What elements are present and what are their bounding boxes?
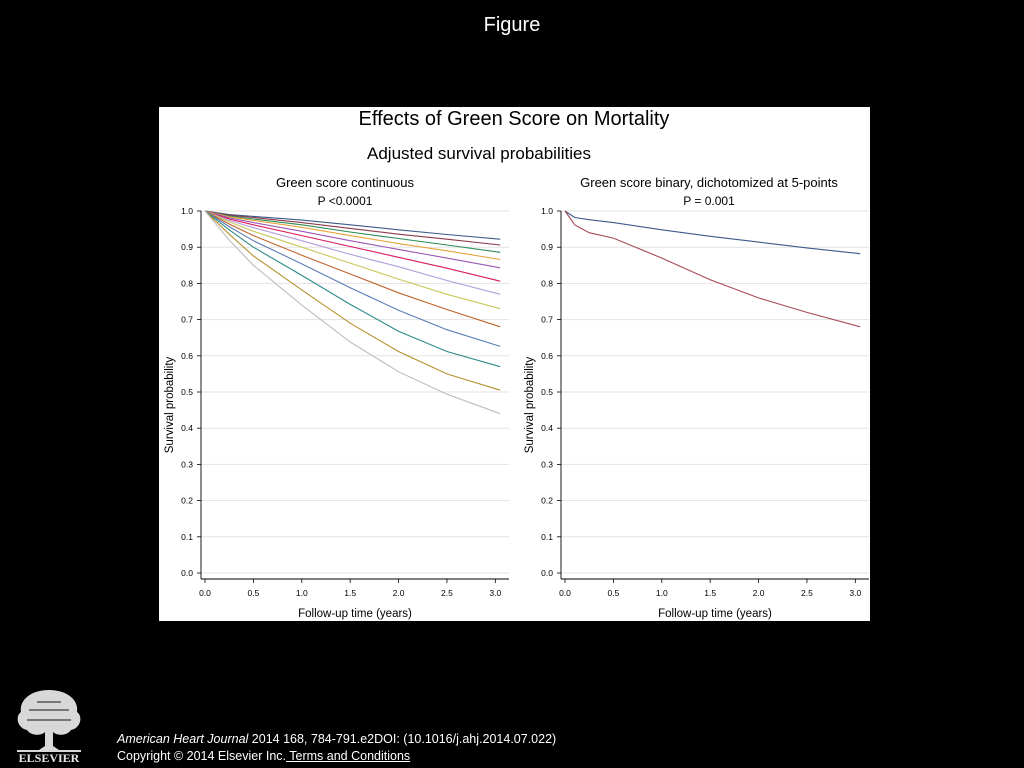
chart-panel-binary: Green score binary, dichotomized at 5-po…: [524, 175, 869, 620]
x-tick-label: 2.5: [801, 588, 813, 598]
svg-text:ELSEVIER: ELSEVIER: [19, 751, 80, 764]
x-axis-title: Follow-up time (years): [658, 608, 772, 620]
figure-subtitle: Adjusted survival probabilities: [367, 144, 591, 163]
chart-subtitle: P = 0.001: [683, 194, 735, 208]
copyright-text: Copyright © 2014 Elsevier Inc.: [117, 749, 287, 763]
y-axis-title: Survival probability: [524, 356, 536, 453]
y-tick-label: 0.9: [541, 242, 553, 252]
series-line-3: [204, 210, 501, 253]
y-tick-label: 0.6: [181, 351, 193, 361]
x-tick-label: 1.5: [704, 588, 716, 598]
x-tick-label: 1.5: [344, 588, 356, 598]
citation-line: American Heart Journal 2014 168, 784-791…: [117, 731, 556, 748]
y-tick-label: 0.4: [181, 423, 193, 433]
y-tick-label: 0.0: [541, 568, 553, 578]
y-tick-label: 0.5: [541, 387, 553, 397]
y-axis-title: Survival probability: [164, 356, 176, 453]
figure-panel: Effects of Green Score on Mortality Adju…: [159, 107, 870, 621]
y-tick-label: 0.0: [181, 568, 193, 578]
chart-title: Green score binary, dichotomized at 5-po…: [580, 175, 838, 190]
series-line-6: [204, 210, 501, 282]
series-line-2: [564, 210, 861, 328]
series-line-1: [204, 210, 501, 240]
chart-panel-continuous: Green score continuous P <0.0001 0.0 0.1 0.2…: [164, 175, 509, 620]
y-tick-label: 0.4: [541, 423, 553, 433]
y-tick-label: 0.2: [541, 496, 553, 506]
series-line-8: [204, 210, 501, 310]
citation-details: 2014 168, 784-791.e2DOI: (10.1016/j.ahj.…: [248, 732, 557, 746]
y-tick-label: 1.0: [541, 206, 553, 216]
x-tick-label: 1.0: [296, 588, 308, 598]
series-line-10: [204, 210, 501, 347]
series-line-13: [204, 210, 501, 415]
y-tick-label: 0.7: [181, 315, 193, 325]
x-tick-label: 0.5: [247, 588, 259, 598]
x-tick-label: 3.0: [849, 588, 861, 598]
y-tick-label: 0.5: [181, 387, 193, 397]
series-line-1: [564, 210, 861, 255]
x-tick-label: 0.5: [607, 588, 619, 598]
series-line-2: [204, 210, 501, 246]
x-axis-title: Follow-up time (years): [298, 608, 412, 620]
citation: American Heart Journal 2014 168, 784-791…: [117, 731, 556, 765]
y-tick-label: 0.1: [541, 532, 553, 542]
elsevier-logo: ELSEVIER: [9, 680, 89, 764]
series-line-11: [204, 210, 501, 368]
y-tick-label: 0.6: [541, 351, 553, 361]
y-tick-label: 0.9: [181, 242, 193, 252]
x-tick-label: 2.0: [393, 588, 405, 598]
series-line-9: [204, 210, 501, 328]
y-tick-label: 1.0: [181, 206, 193, 216]
x-tick-label: 2.0: [753, 588, 765, 598]
x-tick-label: 0.0: [199, 588, 211, 598]
figure-svg: Effects of Green Score on Mortality Adju…: [164, 108, 869, 620]
figure-title: Effects of Green Score on Mortality: [359, 108, 670, 130]
y-tick-label: 0.7: [541, 315, 553, 325]
x-tick-label: 0.0: [559, 588, 571, 598]
chart-subtitle: P <0.0001: [318, 194, 373, 208]
x-tick-label: 2.5: [441, 588, 453, 598]
terms-link[interactable]: Terms and Conditions: [286, 749, 411, 763]
copyright-line: Copyright © 2014 Elsevier Inc. Terms and…: [117, 748, 556, 765]
journal-name: American Heart Journal: [117, 732, 249, 746]
slide-title: Figure: [483, 14, 541, 36]
chart-title: Green score continuous: [276, 175, 415, 190]
series-line-12: [204, 210, 501, 391]
y-tick-label: 0.8: [181, 278, 193, 288]
y-tick-label: 0.3: [181, 459, 193, 469]
y-tick-label: 0.3: [541, 459, 553, 469]
x-tick-label: 3.0: [489, 588, 501, 598]
series-line-4: [204, 210, 501, 261]
series-line-7: [204, 210, 501, 295]
y-tick-label: 0.2: [181, 496, 193, 506]
y-tick-label: 0.8: [541, 278, 553, 288]
series-line-5: [204, 210, 501, 269]
y-tick-label: 0.1: [181, 532, 193, 542]
x-tick-label: 1.0: [656, 588, 668, 598]
